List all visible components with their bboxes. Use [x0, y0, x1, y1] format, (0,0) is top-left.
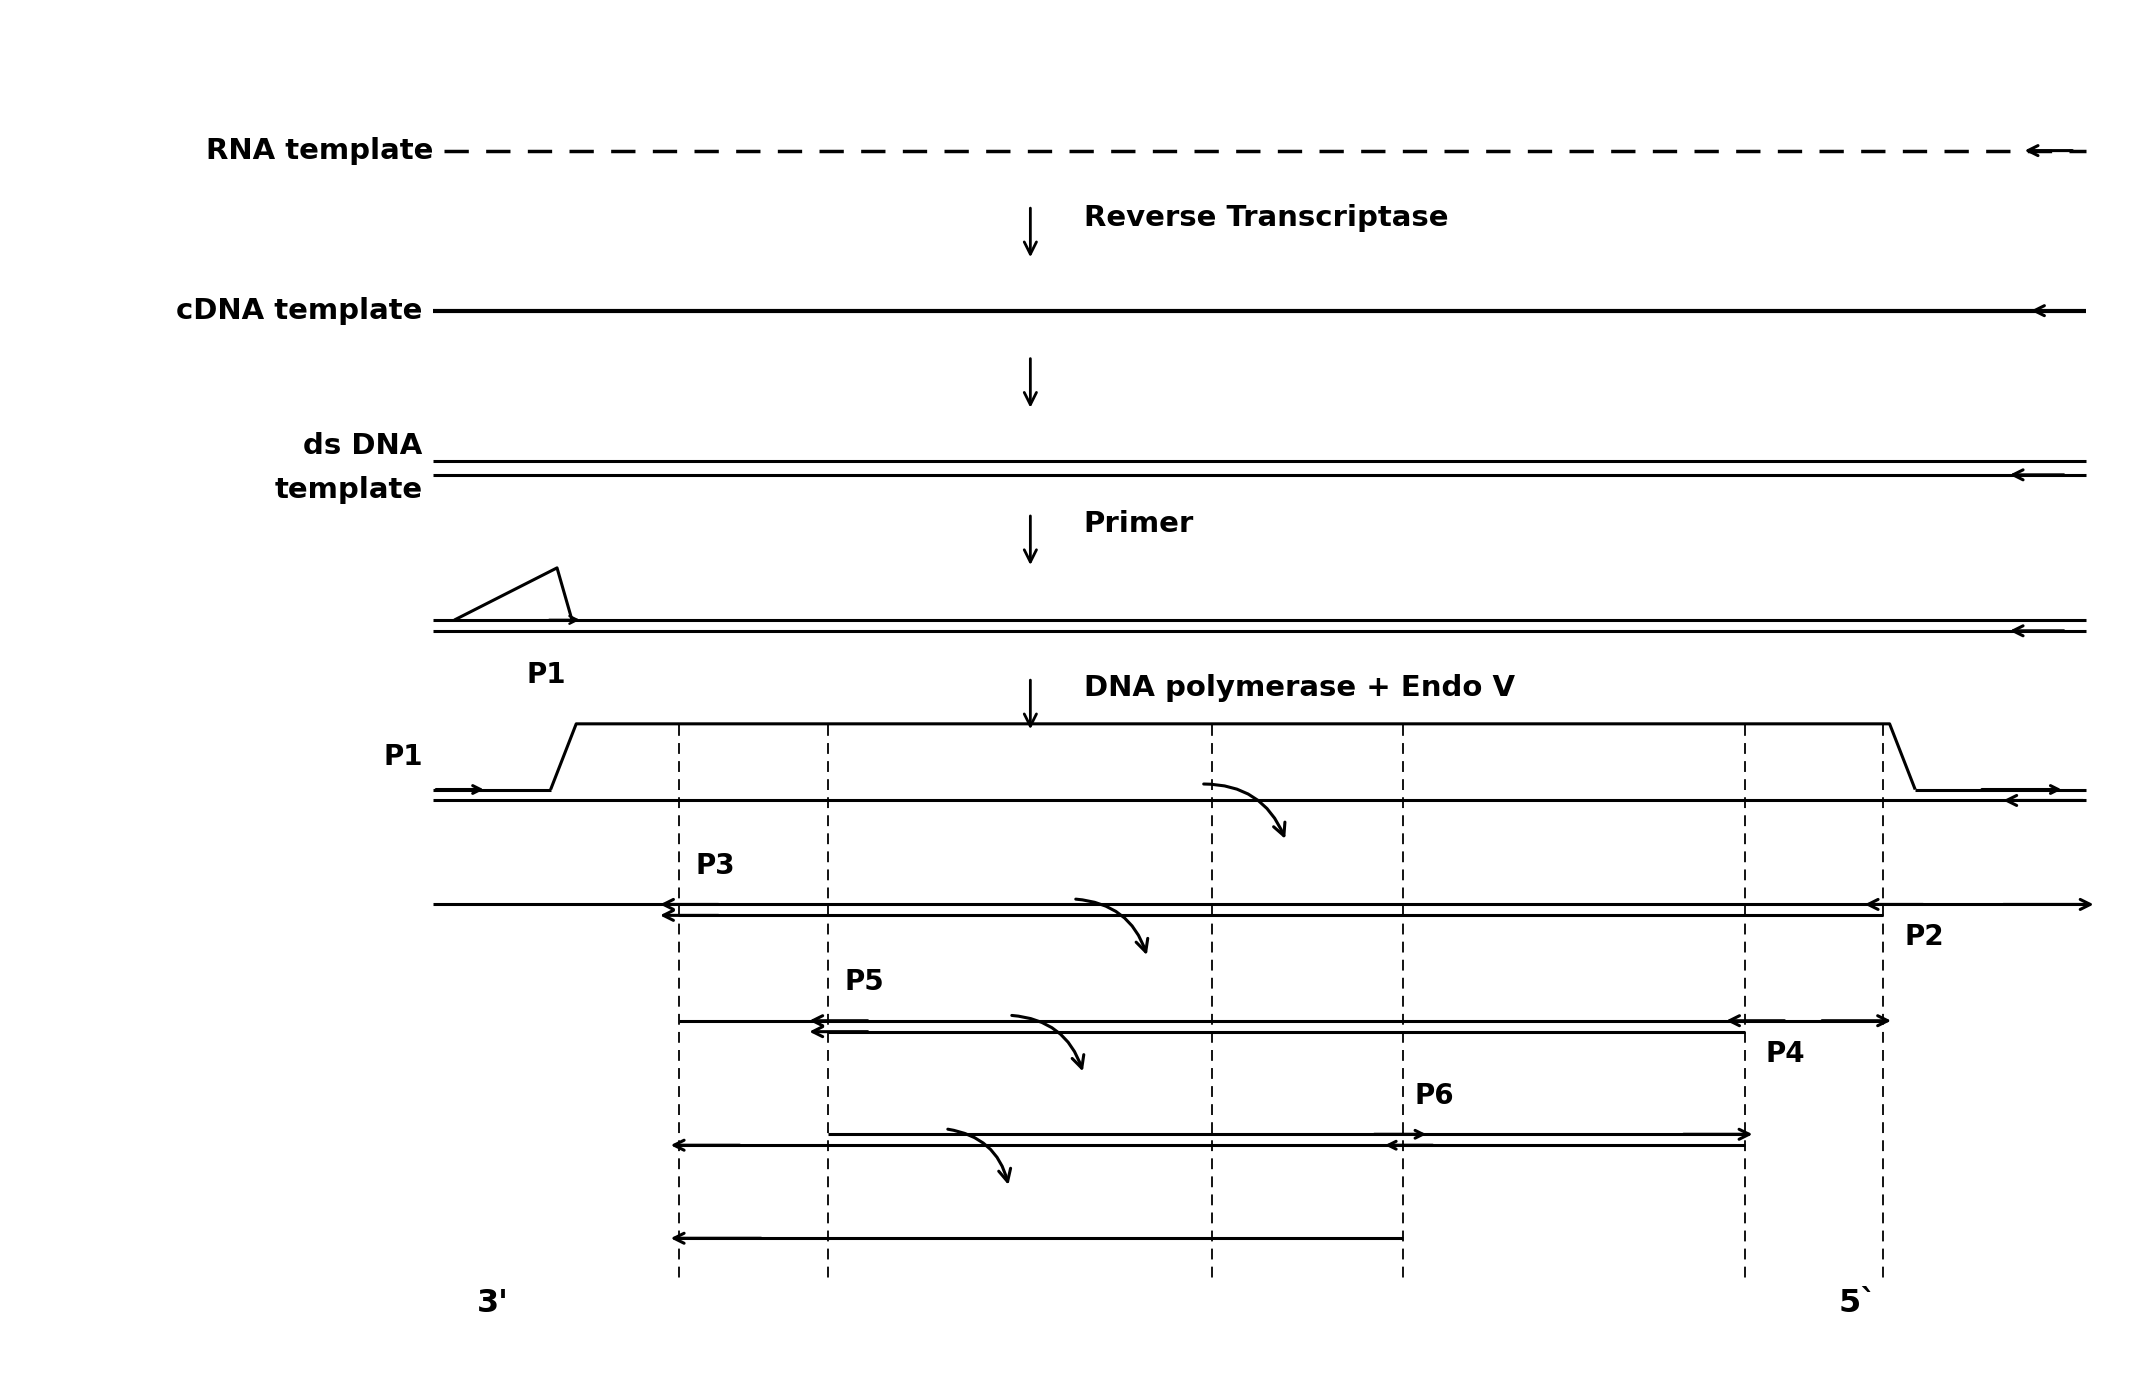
Text: Reverse Transcriptase: Reverse Transcriptase — [1084, 203, 1449, 232]
Text: P2: P2 — [1904, 923, 1944, 951]
Text: cDNA template: cDNA template — [176, 297, 423, 325]
Text: DNA polymerase + Endo V: DNA polymerase + Endo V — [1084, 674, 1515, 702]
Text: P5: P5 — [846, 967, 884, 996]
Text: P1: P1 — [384, 742, 423, 771]
Text: ds DNA: ds DNA — [303, 433, 423, 460]
Text: P1: P1 — [526, 661, 567, 688]
Text: 3': 3' — [476, 1288, 509, 1320]
Text: RNA template: RNA template — [206, 137, 433, 164]
Text: P6: P6 — [1414, 1082, 1453, 1110]
Text: P4: P4 — [1766, 1039, 1805, 1067]
Text: Primer: Primer — [1084, 510, 1193, 538]
Text: 5`: 5` — [1839, 1288, 1878, 1320]
Text: template: template — [275, 475, 423, 504]
Text: P3: P3 — [695, 851, 736, 880]
